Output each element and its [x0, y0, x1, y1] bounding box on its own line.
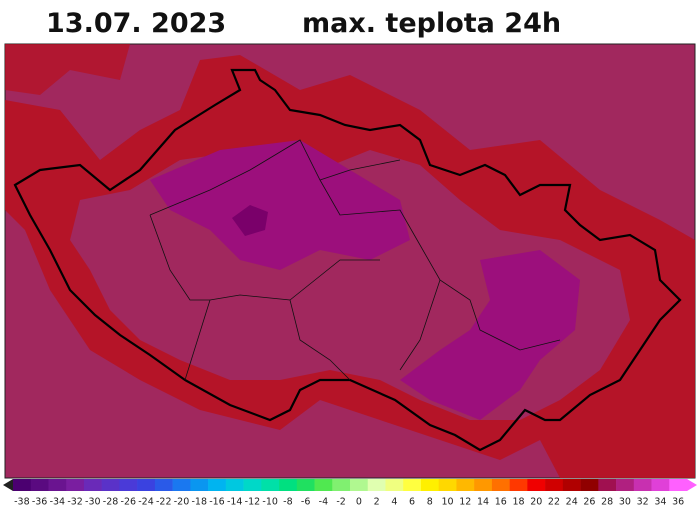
legend-swatch: [651, 479, 670, 491]
legend-swatch: [225, 479, 244, 491]
legend-label: 26: [583, 497, 595, 508]
legend-label: 12: [459, 497, 471, 508]
legend-label: -30: [85, 497, 101, 508]
legend-label: 24: [566, 497, 578, 508]
legend-label: 6: [409, 497, 415, 508]
legend-swatch: [154, 479, 173, 491]
legend-label: 34: [654, 497, 666, 508]
legend-label: -22: [156, 497, 172, 508]
legend-swatch: [491, 479, 510, 491]
legend-label: 4: [391, 497, 397, 508]
legend-label: -20: [174, 497, 190, 508]
legend-label: -34: [50, 497, 66, 508]
legend-label: -10: [262, 497, 278, 508]
legend-swatch: [580, 479, 599, 491]
legend-swatch: [137, 479, 156, 491]
legend-label: -18: [191, 497, 207, 508]
legend-swatch: [350, 479, 369, 491]
legend-label: -16: [209, 497, 225, 508]
legend-swatch: [669, 479, 688, 491]
legend-swatch: [332, 479, 351, 491]
legend-swatch: [438, 479, 457, 491]
legend-label: -28: [103, 497, 119, 508]
legend-swatch: [243, 479, 262, 491]
legend-swatch: [314, 479, 333, 491]
legend-swatch: [420, 479, 439, 491]
legend-label: 32: [637, 497, 649, 508]
legend-swatch: [598, 479, 617, 491]
legend-label: 0: [356, 497, 362, 508]
legend-arrow-high: [687, 479, 697, 491]
hot-area: [232, 205, 268, 236]
legend-swatch: [172, 479, 191, 491]
legend-swatch: [101, 479, 120, 491]
map: [4, 43, 696, 479]
legend-label: 10: [442, 497, 454, 508]
legend-swatch: [509, 479, 528, 491]
legend-swatch: [474, 479, 493, 491]
legend-label: 16: [495, 497, 507, 508]
legend-arrow-low: [3, 479, 13, 491]
legend-label: -6: [301, 497, 310, 508]
legend-swatch: [261, 479, 280, 491]
legend-swatch: [527, 479, 546, 491]
legend-label: 14: [477, 497, 489, 508]
legend-swatch: [545, 479, 564, 491]
legend-swatch: [190, 479, 209, 491]
legend-label: 30: [619, 497, 631, 508]
legend-swatch: [456, 479, 475, 491]
region-border: [149, 139, 561, 381]
legend-swatch: [13, 479, 32, 491]
legend-swatch: [385, 479, 404, 491]
legend-label: -36: [32, 497, 48, 508]
legend-swatch: [208, 479, 227, 491]
legend-swatch: [119, 479, 138, 491]
legend-swatch: [296, 479, 315, 491]
legend-label: -12: [245, 497, 261, 508]
legend-swatch: [279, 479, 298, 491]
country-border: [13, 68, 682, 452]
map-title: max. teplota 24h: [302, 8, 561, 39]
legend-swatch: [562, 479, 581, 491]
legend-swatch: [48, 479, 67, 491]
legend-label: -4: [319, 497, 328, 508]
date: 13.07. 2023: [46, 8, 226, 39]
legend-label: 20: [530, 497, 542, 508]
legend-label: -24: [138, 497, 154, 508]
legend-label: 2: [374, 497, 380, 508]
legend-label: 8: [427, 497, 433, 508]
legend-label: -32: [67, 497, 83, 508]
hot-area: [150, 140, 410, 270]
legend-label: 36: [672, 497, 684, 508]
legend-label: 18: [512, 497, 524, 508]
warm-area: [5, 44, 130, 95]
legend-label: -38: [14, 497, 30, 508]
legend-swatch: [30, 479, 49, 491]
color-legend: -38 -36 -34 -32 -30 -28 -26 -24 -22 -20 -18 -16 -14-…: [3, 479, 697, 508]
legend-swatch: [633, 479, 652, 491]
legend-label: 28: [601, 497, 613, 508]
legend-label: -8: [283, 497, 292, 508]
legend-swatch: [66, 479, 85, 491]
legend-swatch: [403, 479, 422, 491]
legend-swatch: [367, 479, 386, 491]
legend-label: -2: [336, 497, 345, 508]
legend-swatch: [616, 479, 635, 491]
legend-swatch: [83, 479, 102, 491]
legend-label: 22: [548, 497, 560, 508]
legend-label: -14: [227, 497, 243, 508]
legend-label: -26: [121, 497, 137, 508]
